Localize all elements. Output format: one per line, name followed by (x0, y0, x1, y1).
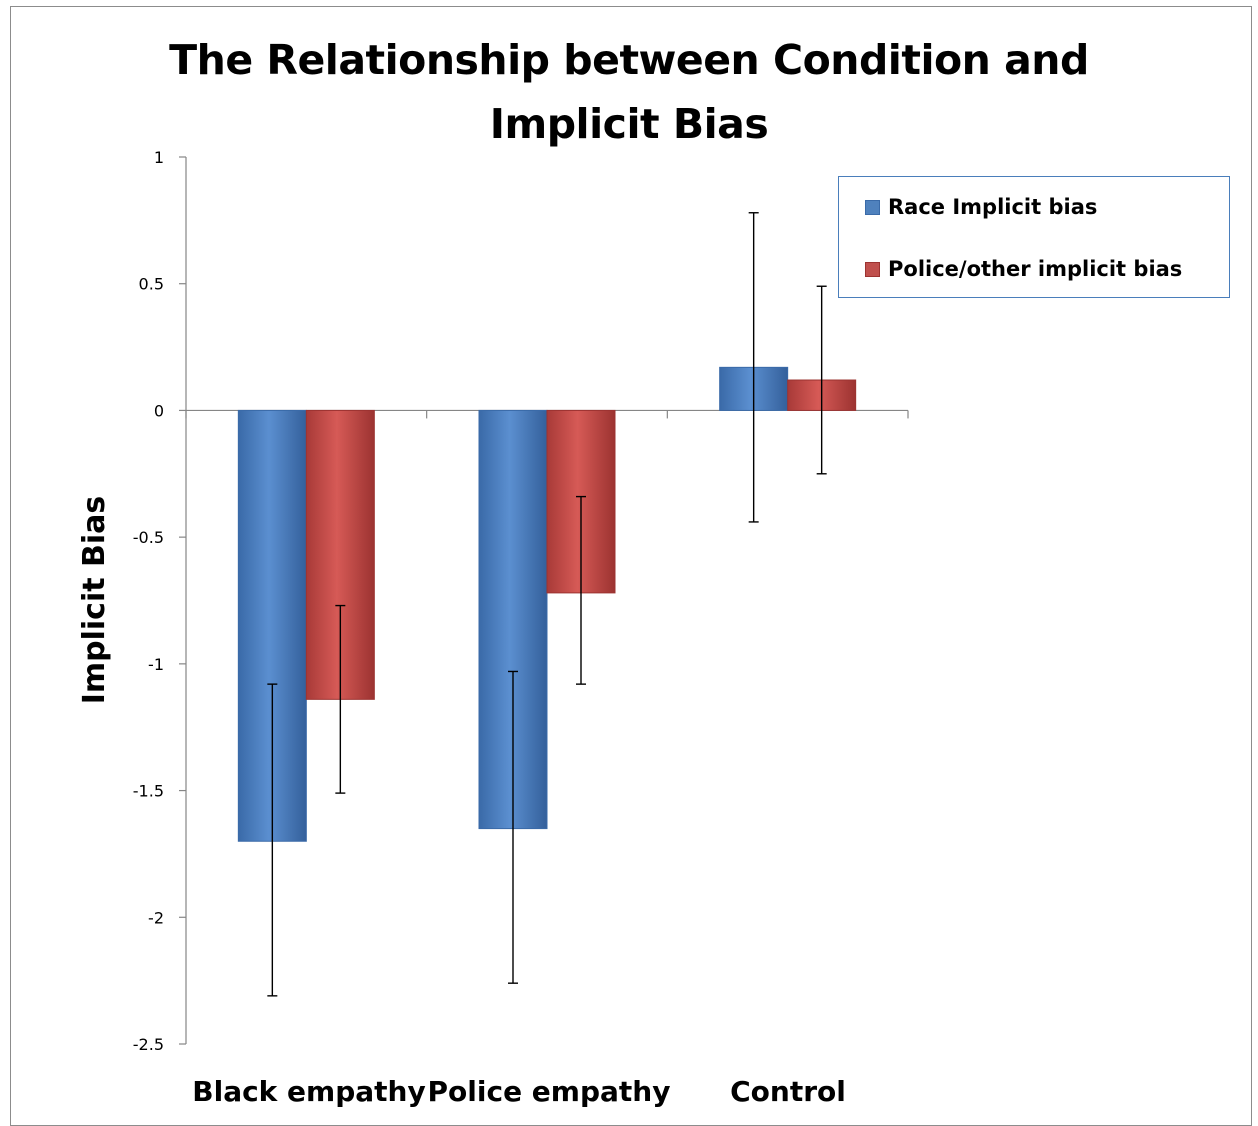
y-tick-label: -1.5 (133, 782, 164, 801)
y-tick-label: -2 (148, 908, 164, 927)
legend-item-police: Police/other implicit bias (865, 257, 1182, 281)
legend-swatch-blue (865, 199, 880, 215)
legend-label-race: Race Implicit bias (888, 195, 1098, 219)
y-tick-labels: 1 0.5 0 -0.5 -1 -1.5 -2 -2.5 (133, 148, 164, 1054)
y-tick-label: 1 (154, 148, 164, 167)
y-tick-label: -1 (148, 655, 164, 674)
chart-title: The Relationship between Condition and I… (0, 28, 1258, 156)
legend-swatch-red (865, 261, 880, 277)
y-axis-title: Implicit Bias (77, 496, 112, 705)
legend: Race Implicit bias Police/other implicit… (838, 176, 1230, 298)
y-tick-label: 0.5 (139, 275, 164, 294)
legend-item-race: Race Implicit bias (865, 195, 1097, 219)
category-labels: Black empathy Police empathy Control (192, 1075, 846, 1108)
y-tick-label: -0.5 (133, 528, 164, 547)
legend-label-police: Police/other implicit bias (888, 257, 1183, 281)
bars (237, 366, 857, 842)
y-axis-title-group: Implicit Bias (77, 496, 112, 705)
y-tick-label: -2.5 (133, 1035, 164, 1054)
category-label: Control (730, 1075, 846, 1108)
chart-title-line-2: Implicit Bias (489, 100, 769, 148)
category-label: Police empathy (428, 1075, 671, 1108)
category-label: Black empathy (192, 1075, 425, 1108)
y-tick-label: 0 (154, 401, 164, 420)
chart-title-line-1: The Relationship between Condition and (169, 36, 1089, 84)
error-bars (267, 212, 827, 997)
